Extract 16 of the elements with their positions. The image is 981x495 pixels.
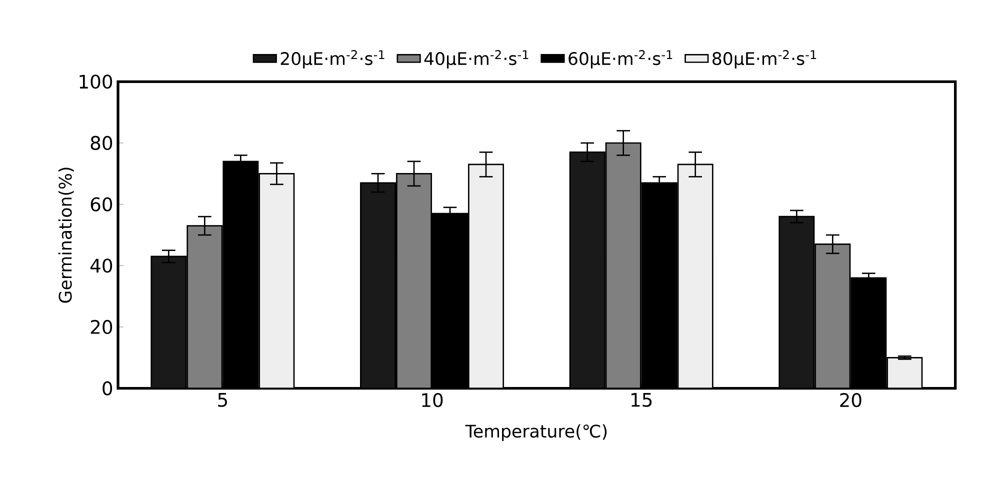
x-axis-title: Temperature(℃) [465, 424, 607, 442]
x-tick-label: 5 [218, 393, 227, 407]
y-axis-title: Germination(%) [58, 168, 74, 303]
x-tick-label: 15 [632, 393, 652, 407]
y-tick-label: 0 [102, 381, 112, 396]
legend-label: 20μE·m$^{-2}$·s$^{-1}$ [280, 50, 384, 68]
y-tick-label: 100 [80, 74, 112, 89]
y-tick-label: 80 [90, 136, 112, 150]
y-tick-label: 20 [90, 320, 112, 334]
y-tick-label: 40 [90, 258, 112, 273]
legend-label: 80μE·m$^{-2}$·s$^{-1}$ [712, 50, 816, 68]
y-tick-label: 60 [90, 197, 112, 212]
x-tick-label: 10 [422, 393, 443, 408]
x-tick-label: 20 [840, 393, 862, 408]
legend-label: 60μE·m$^{-2}$·s$^{-1}$ [568, 50, 672, 68]
legend-label: 40μE·m$^{-2}$·s$^{-1}$ [424, 50, 528, 68]
